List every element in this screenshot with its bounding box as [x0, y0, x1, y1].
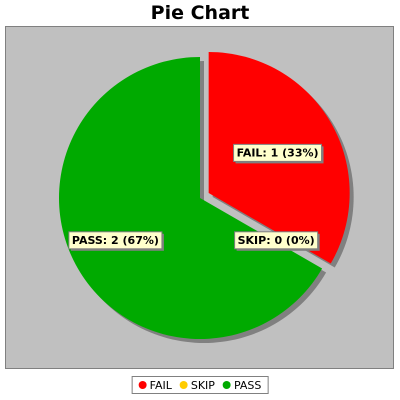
legend-pass-swatch-icon	[222, 381, 231, 389]
slice-label-pass: PASS: 2 (67%)	[72, 234, 159, 247]
legend-pass-label: PASS	[233, 378, 262, 392]
chart-title: Pie Chart	[150, 2, 250, 24]
legend-fail-swatch-icon	[138, 381, 147, 389]
legend-fail-label: FAIL	[149, 378, 172, 392]
legend-skip-label: SKIP	[190, 378, 215, 392]
slice-label-skip: SKIP: 0 (0%)	[238, 234, 315, 247]
slice-label-fail: FAIL: 1 (33%)	[237, 146, 319, 159]
slice-pass	[58, 57, 323, 339]
legend-skip-swatch-icon	[179, 381, 188, 389]
legend-item-skip: SKIP	[179, 378, 215, 392]
slice-label-box-pass	[68, 231, 163, 250]
slice-label-box-fail	[233, 143, 323, 162]
legend: FAIL SKIP PASS	[131, 376, 269, 394]
legend-item-fail: FAIL	[138, 378, 172, 392]
legend-item-pass: PASS	[222, 378, 262, 392]
slice-label-box-skip	[234, 231, 319, 250]
